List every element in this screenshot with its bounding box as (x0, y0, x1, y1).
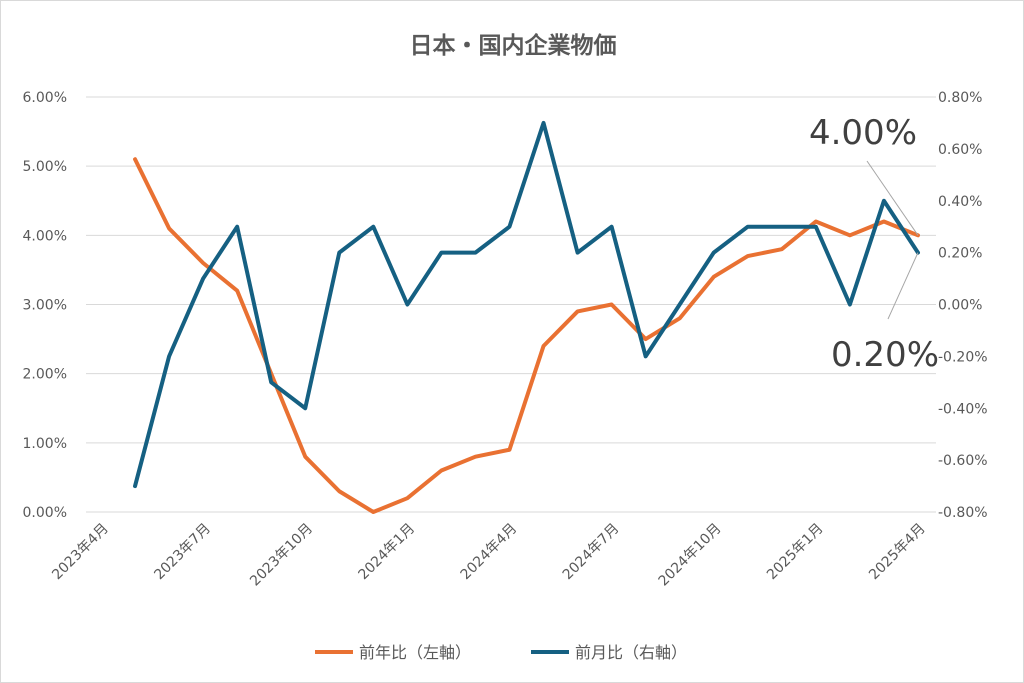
annotation-label-yoy: 4.00% (809, 113, 917, 153)
right-tick-label: 0.60% (938, 142, 982, 158)
annotation-leader-line (887, 252, 919, 320)
right-axis: -0.80% -0.60% -0.40% -0.20% 0.00% 0.20% 0.40% 0… (938, 90, 988, 521)
left-tick-label: 6.00% (23, 90, 67, 106)
x-tick-label: 2024年4月 (458, 521, 521, 584)
x-tick-label: 2023年4月 (49, 521, 112, 584)
series-lines (133, 120, 920, 514)
x-axis: 2023年4月 2023年7月 2023年10月 2024年1月 2024年4月 2024… (49, 521, 929, 590)
series-line-yoy (133, 157, 920, 514)
x-tick-label: 2023年7月 (151, 521, 214, 584)
left-tick-label: 1.00% (23, 436, 67, 452)
gridlines (86, 96, 936, 513)
x-tick-label: 2025年1月 (764, 521, 827, 584)
right-tick-label: 0.20% (938, 246, 982, 262)
annotation-label-mom: 0.20% (831, 335, 939, 375)
left-tick-label: 5.00% (23, 159, 67, 175)
left-axis: 0.00% 1.00% 2.00% 3.00% 4.00% 5.00% 6.00% (23, 90, 67, 521)
chart-title: 日本・国内企業物価 (410, 32, 617, 59)
left-tick-label: 2.00% (23, 367, 67, 383)
annotation-leader-line (866, 160, 919, 236)
right-tick-label: 0.40% (938, 194, 982, 210)
x-tick-label: 2024年10月 (656, 521, 725, 590)
x-tick-label: 2024年1月 (356, 521, 419, 584)
x-tick-label: 2025年4月 (866, 521, 929, 584)
x-tick-label: 2024年7月 (560, 521, 623, 584)
right-tick-label: -0.80% (938, 505, 988, 521)
series-line-mom (133, 120, 920, 489)
left-tick-label: 0.00% (23, 505, 67, 521)
annotations: 4.00% 0.20% (809, 113, 939, 375)
right-tick-label: -0.40% (938, 401, 988, 417)
left-tick-label: 4.00% (23, 228, 67, 244)
legend-label-yoy: 前年比（左軸） (359, 643, 471, 662)
x-tick-label: 2023年10月 (247, 521, 316, 590)
right-tick-label: -0.60% (938, 453, 988, 469)
right-tick-label: 0.80% (938, 90, 982, 106)
left-tick-label: 3.00% (23, 298, 67, 314)
legend: 前年比（左軸） 前月比（右軸） (315, 643, 687, 662)
right-tick-label: 0.00% (938, 298, 982, 314)
right-tick-label: -0.20% (938, 349, 988, 365)
legend-label-mom: 前月比（右軸） (575, 643, 687, 662)
